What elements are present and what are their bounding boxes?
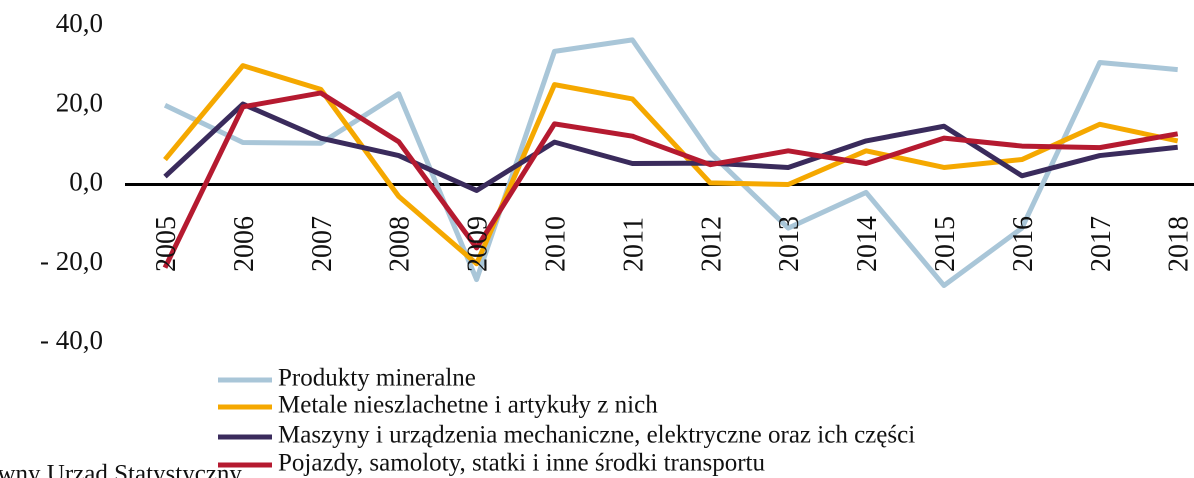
y-tick-label: 0,0 — [69, 167, 103, 197]
source: Główny Urząd Statystyczny — [0, 461, 242, 478]
x-tick-label: 2011 — [618, 217, 649, 272]
legend-label: Maszyny i urządzenia mechaniczne, elektr… — [278, 422, 915, 449]
y-tick-label: 40,0 — [56, 8, 103, 38]
y-tick-label: - 20,0 — [40, 246, 103, 276]
x-tick-label: 2018 — [1164, 216, 1194, 272]
legend-label: Produkty mineralne — [278, 365, 476, 392]
x-tick-label: 2014 — [852, 216, 883, 272]
x-tick-label: 2010 — [541, 216, 572, 272]
series-line — [163, 63, 1179, 267]
x-tick-label: 2017 — [1086, 216, 1117, 272]
legend-label: Metale nieszlachetne i artykuły z nich — [278, 392, 658, 419]
series-line — [163, 101, 1178, 193]
legend-label: Pojazdy, samoloty, statki i inne środki … — [278, 450, 765, 477]
x-tick-label: 2007 — [307, 216, 338, 272]
series-line — [162, 90, 1179, 269]
x-tick-label: 2015 — [930, 216, 961, 272]
x-tick-label: 2008 — [385, 216, 416, 272]
x-tick-label: 2006 — [229, 216, 260, 272]
x-tick-label: 2009 — [463, 216, 494, 272]
y-tick-label: - 40,0 — [40, 325, 103, 355]
x-tick-label: 2016 — [1008, 216, 1039, 272]
x-tick-label: 2005 — [151, 216, 182, 272]
series-line — [163, 37, 1178, 289]
x-tick-label: 2013 — [774, 216, 805, 272]
y-tick-label: 20,0 — [56, 87, 103, 117]
x-tick-label: 2012 — [696, 216, 727, 272]
